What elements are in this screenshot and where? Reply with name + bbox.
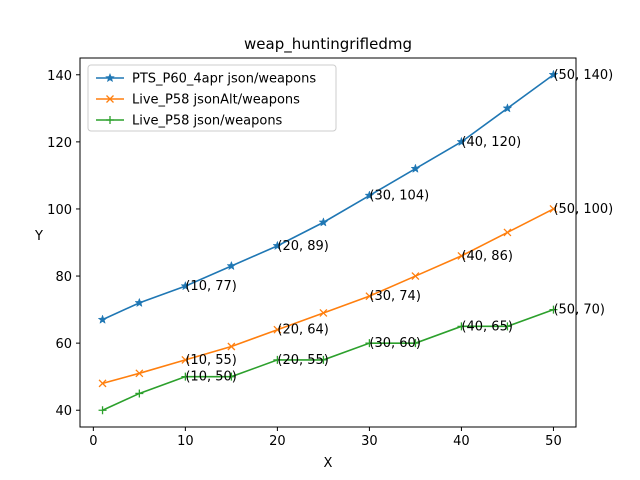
data-point	[411, 272, 420, 281]
data-label: (40, 86)	[461, 249, 512, 264]
data-point	[98, 379, 107, 388]
legend-label: Live_P58 jsonAlt/weapons	[132, 93, 300, 108]
series-1	[97, 69, 559, 324]
x-tick-label: 20	[269, 434, 286, 449]
x-tick-label: 50	[545, 434, 562, 449]
data-point	[135, 369, 144, 378]
legend-item: Live_P58 json/weapons	[96, 114, 283, 129]
data-point	[135, 389, 144, 398]
data-point	[181, 355, 190, 364]
y-tick-label: 80	[55, 270, 72, 285]
y-tick-label: 60	[55, 337, 72, 352]
data-point	[457, 251, 466, 260]
data-point	[411, 339, 420, 348]
x-tick-label: 30	[361, 434, 378, 449]
data-point	[272, 240, 283, 251]
data-label: (10, 55)	[185, 353, 237, 368]
data-point	[181, 372, 190, 381]
annotations: (10, 77) (20, 89) (30, 104) (40, 120) (50, 1…	[185, 68, 613, 385]
data-point	[365, 292, 374, 301]
data-point	[503, 228, 512, 237]
plot-area: (10, 77) (20, 89) (30, 104) (40, 120) (50, 1…	[97, 68, 613, 415]
data-label: (30, 60)	[369, 336, 421, 351]
legend-item: Live_P58 jsonAlt/weapons	[96, 93, 300, 108]
data-label: (20, 89)	[277, 239, 329, 254]
data-point	[227, 342, 236, 351]
data-point	[180, 280, 191, 291]
data-point	[97, 314, 108, 324]
data-point	[549, 305, 558, 314]
data-point	[318, 217, 329, 227]
x-axis: 0 10 20 30 40 50	[89, 427, 562, 449]
data-point	[319, 308, 328, 317]
y-axis: 40 60 80 100 120 140	[47, 69, 80, 419]
plot-frame	[79, 57, 577, 428]
x-tick-label: 40	[453, 434, 470, 449]
data-label: (30, 74)	[369, 289, 421, 304]
x-tick-label: 10	[177, 434, 194, 449]
x-axis-label: X	[324, 456, 333, 471]
data-point	[134, 297, 145, 308]
data-point	[273, 325, 282, 334]
data-point	[98, 406, 107, 415]
data-label: (20, 64)	[277, 323, 329, 338]
data-point	[365, 339, 374, 348]
data-point	[548, 69, 559, 79]
y-tick-label: 100	[47, 203, 72, 218]
data-label: (50, 140)	[553, 68, 613, 83]
data-point	[105, 72, 115, 83]
data-point	[503, 322, 512, 331]
data-point	[106, 95, 114, 103]
data-point	[456, 136, 467, 147]
series-2	[98, 204, 558, 388]
data-label: (10, 50)	[185, 370, 237, 385]
data-label: (10, 77)	[185, 279, 237, 294]
chart-title: weap_huntingrifledmg	[244, 35, 412, 54]
data-point	[549, 204, 558, 213]
data-point	[226, 260, 237, 271]
data-point	[273, 355, 282, 364]
data-point	[410, 163, 421, 173]
legend-label: Live_P58 json/weapons	[132, 114, 283, 129]
legend-label: PTS_P60_4apr json/weapons	[132, 72, 316, 87]
y-axis-label: Y	[34, 229, 43, 244]
legend-item: PTS_P60_4apr json/weapons	[96, 72, 316, 87]
data-label: (40, 120)	[461, 135, 521, 150]
data-point	[227, 372, 236, 381]
x-tick-label: 0	[89, 434, 97, 449]
data-point	[364, 190, 375, 200]
data-point	[502, 103, 513, 113]
data-label: (40, 65)	[461, 319, 512, 334]
data-point	[106, 116, 114, 124]
y-tick-label: 120	[47, 136, 72, 151]
data-label: (50, 100)	[553, 202, 613, 217]
series-3	[98, 305, 558, 415]
y-tick-label: 140	[47, 69, 72, 84]
data-label: (20, 55)	[277, 353, 329, 368]
legend-box	[87, 64, 337, 132]
data-label: (30, 104)	[369, 189, 429, 204]
data-point	[457, 322, 466, 331]
y-tick-label: 40	[55, 404, 72, 419]
data-label: (50, 70)	[553, 303, 605, 318]
legend: PTS_P60_4apr json/weapons Live_P58 jsonAl…	[87, 64, 337, 132]
data-point	[319, 355, 328, 364]
